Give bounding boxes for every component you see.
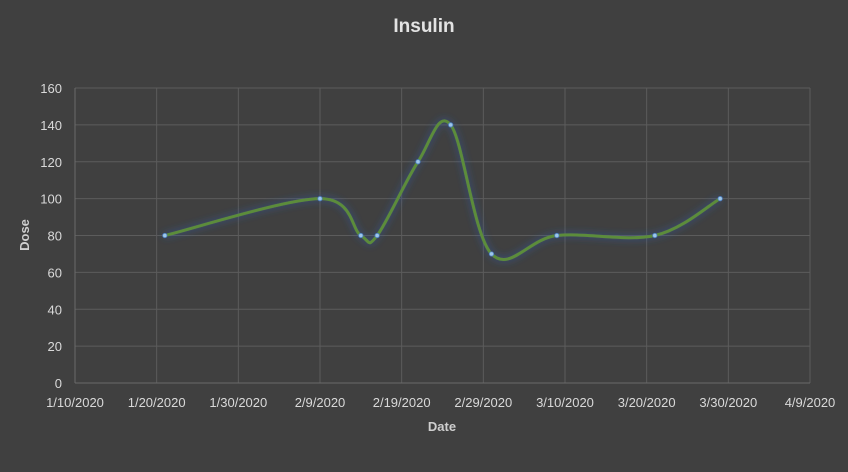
x-tick-label: 1/10/2020 xyxy=(46,395,104,410)
y-tick-label: 120 xyxy=(40,155,62,170)
chart-title: Insulin xyxy=(393,16,454,37)
data-point[interactable] xyxy=(652,232,658,239)
x-tick-label: 3/20/2020 xyxy=(618,395,676,410)
x-tick-label: 2/9/2020 xyxy=(295,395,346,410)
data-point[interactable] xyxy=(488,251,495,257)
x-tick-label: 2/29/2020 xyxy=(454,395,512,410)
data-point[interactable] xyxy=(554,232,560,239)
x-tick-label: 3/10/2020 xyxy=(536,395,594,410)
data-point[interactable] xyxy=(162,232,168,239)
tick-labels: 0 20 40 60 80 100 120 140 160 1/10/2020 1/20/2020 1… xyxy=(40,81,835,410)
x-tick-label: 2/19/2020 xyxy=(373,395,431,410)
series-line xyxy=(163,119,722,262)
y-tick-label: 0 xyxy=(55,376,62,391)
y-tick-label: 40 xyxy=(48,302,62,317)
x-tick-label: 3/30/2020 xyxy=(699,395,757,410)
y-axis-label: Dose xyxy=(17,219,32,251)
y-tick-label: 100 xyxy=(40,192,62,207)
y-tick-label: 160 xyxy=(40,81,62,96)
data-point[interactable] xyxy=(717,196,723,202)
data-point[interactable] xyxy=(374,232,380,239)
y-tick-label: 80 xyxy=(48,229,62,244)
x-axis-label: Date xyxy=(428,419,456,434)
data-point[interactable] xyxy=(415,159,421,165)
series-layer xyxy=(162,119,723,262)
gridlines xyxy=(74,87,811,384)
data-point[interactable] xyxy=(317,196,323,202)
x-tick-label: 1/20/2020 xyxy=(128,395,186,410)
x-tick-label: 4/9/2020 xyxy=(785,395,836,410)
y-tick-label: 60 xyxy=(48,265,62,280)
y-tick-label: 20 xyxy=(48,339,62,354)
y-tick-label: 140 xyxy=(40,118,62,133)
data-point[interactable] xyxy=(358,232,364,239)
x-tick-label: 1/30/2020 xyxy=(209,395,267,410)
data-point[interactable] xyxy=(448,122,454,128)
